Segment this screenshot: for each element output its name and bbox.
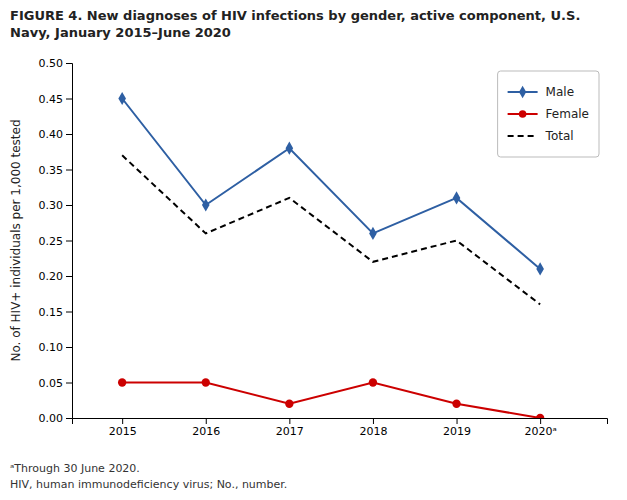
series-point — [118, 378, 126, 386]
x-tick-label: 2020ᵃ — [524, 425, 556, 438]
x-tick-mark — [540, 418, 541, 424]
series-point — [453, 191, 461, 204]
y-tick-label: 0.25 — [39, 235, 64, 248]
y-tick-mark — [66, 312, 72, 313]
series-point — [202, 198, 210, 211]
y-axis-line — [66, 64, 73, 419]
x-tick: 2020ᵃ — [524, 418, 556, 438]
y-tick-mark — [66, 383, 72, 384]
legend-box — [498, 71, 599, 157]
y-tick-label: 0.20 — [39, 270, 64, 283]
footnote: HIV, human immunodeficiency virus; No., … — [10, 478, 287, 491]
plot: 2015 2016 2017 2018 2019 2020ᵃ 0.00 0.05 0.10 0.1… — [39, 57, 608, 438]
legend-item: Female — [508, 107, 589, 121]
legend-label: Total — [545, 129, 574, 143]
series-line — [122, 155, 540, 304]
legend: Male Female Total — [498, 71, 599, 157]
x-tick-label: 2016 — [192, 425, 220, 438]
y-tick-label: 0.50 — [39, 57, 64, 70]
series-point — [369, 227, 377, 240]
title-line: Navy, January 2015–June 2020 — [10, 25, 231, 40]
title: FIGURE 4. New diagnoses of HIV infection… — [10, 8, 580, 40]
y-tick: 0.30 — [39, 199, 73, 212]
y-tick: 0.20 — [39, 270, 73, 283]
y-tick-mark — [66, 134, 72, 135]
footnote: ᵃThrough 30 June 2020. — [10, 462, 140, 475]
y-tick-label: 0.00 — [39, 412, 64, 425]
chart-svg: FIGURE 4. New diagnoses of HIV infection… — [0, 0, 627, 500]
x-tick-mark — [206, 418, 207, 424]
x-tick-mark — [122, 418, 123, 424]
y-tick-label: 0.05 — [39, 377, 64, 390]
marks — [118, 92, 544, 418]
series-point — [452, 400, 460, 408]
y-tick-mark — [66, 347, 72, 348]
series-line — [122, 383, 540, 419]
legend-label: Female — [546, 107, 589, 121]
x-axis-line — [73, 419, 608, 425]
x-tick: 2018 — [359, 418, 387, 438]
y-tick-mark — [66, 418, 72, 419]
y-tick-label: 0.40 — [39, 128, 64, 141]
y-tick: 0.40 — [39, 128, 73, 141]
y-tick: 0.00 — [39, 412, 73, 425]
x-tick: 2015 — [109, 418, 137, 438]
legend-item: Male — [508, 85, 574, 99]
x-tick-label: 2019 — [443, 425, 471, 438]
x-tick-label: 2017 — [276, 425, 304, 438]
y-tick: 0.05 — [39, 377, 73, 390]
y-tick: 0.10 — [39, 341, 73, 354]
legend-marker — [519, 86, 526, 98]
legend-label: Male — [546, 85, 574, 99]
x-tick-mark — [289, 418, 290, 424]
title-line: FIGURE 4. New diagnoses of HIV infection… — [10, 8, 580, 23]
y-tick-label: 0.35 — [39, 164, 64, 177]
series-point — [369, 378, 377, 386]
legend-line — [508, 135, 538, 137]
y-tick: 0.45 — [39, 93, 73, 106]
x-tick: 2019 — [443, 418, 471, 438]
legend-marker — [519, 110, 527, 118]
y-tick-mark — [66, 99, 72, 100]
x-tick-label: 2015 — [109, 425, 137, 438]
y-tick-mark — [66, 205, 72, 206]
y-tick-mark — [66, 170, 72, 171]
y-tick: 0.25 — [39, 235, 73, 248]
x-tick-label: 2018 — [359, 425, 387, 438]
series-point — [118, 92, 126, 105]
y-axis-title: No. of HIV+ individuals per 1,000 tested — [9, 119, 23, 361]
y-tick-label: 0.45 — [39, 93, 64, 106]
y-tick-label: 0.30 — [39, 199, 64, 212]
series-point — [285, 400, 293, 408]
y-tick-mark — [66, 276, 72, 277]
x-tick: 2017 — [276, 418, 304, 438]
y-tick-label: 0.15 — [39, 306, 64, 319]
y-tick-mark — [66, 63, 72, 64]
y-tick: 0.35 — [39, 164, 73, 177]
y-tick: 0.50 — [39, 57, 73, 70]
x-tick-mark — [457, 418, 458, 424]
x-tick: 2016 — [192, 418, 220, 438]
y-tick-mark — [66, 241, 72, 242]
x-axis: 2015 2016 2017 2018 2019 2020ᵃ — [73, 418, 608, 438]
legend-item: Total — [508, 129, 574, 143]
series-line — [122, 99, 540, 269]
y-tick-label: 0.10 — [39, 341, 64, 354]
x-tick-mark — [373, 418, 374, 424]
series-point — [202, 378, 210, 386]
series-point — [536, 262, 544, 275]
series-point — [536, 414, 544, 418]
y-tick: 0.15 — [39, 306, 73, 319]
series-point — [286, 142, 294, 155]
y-axis: 0.00 0.05 0.10 0.15 0.20 0.25 0.30 0.35 0.40 0.45… — [39, 57, 73, 425]
